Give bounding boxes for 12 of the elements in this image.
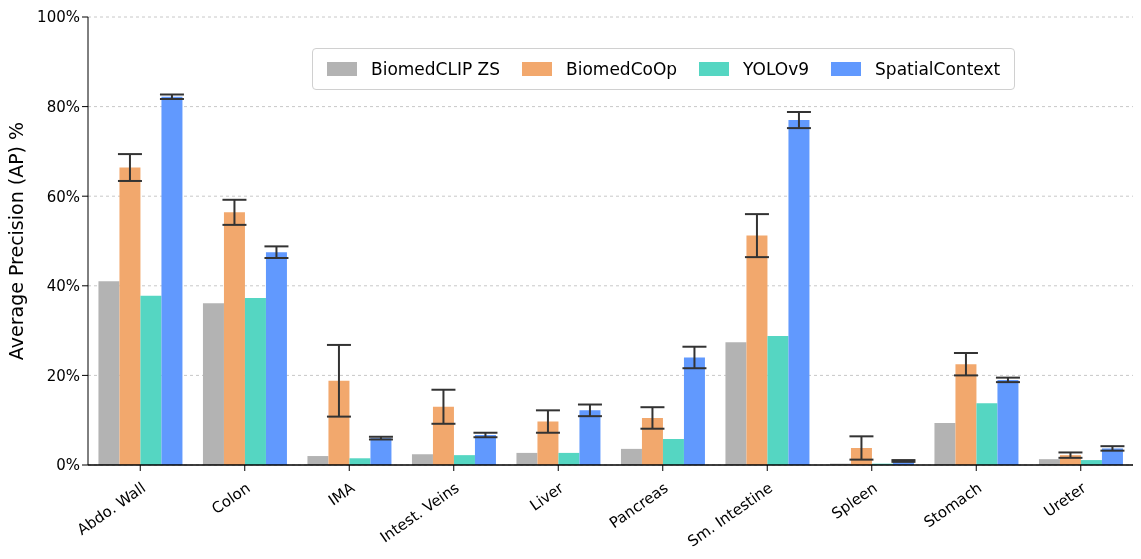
y-axis-title: Average Precision (AP) % [4,121,27,361]
legend-label: BiomedCoOp [566,59,678,79]
y-tick-label: 20% [46,366,80,385]
y-tick-label: 40% [46,277,80,296]
legend-label: YOLOv9 [743,59,810,79]
y-tick-label: 100% [37,8,80,27]
x-tick-label: IMA [325,478,359,510]
legend-label: SpatialContext [875,59,1001,79]
y-tick-label: 60% [46,187,80,206]
legend-label: BiomedCLIP ZS [371,59,501,79]
y-tick-label: 80% [46,97,80,116]
y-tick-label: 0% [56,456,80,475]
